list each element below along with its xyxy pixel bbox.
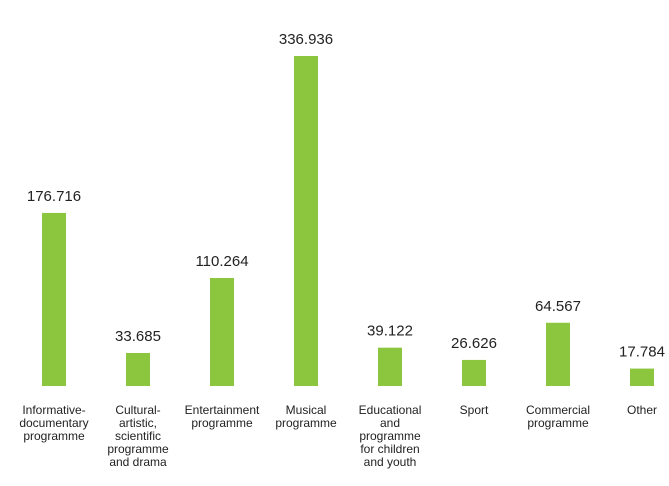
value-label: 110.264 [195,253,248,270]
bar [546,322,570,386]
bar [294,56,318,386]
bar [210,278,234,386]
value-label: 17.784 [619,344,665,361]
category-label: Musical programme [275,403,337,430]
bar [378,347,402,386]
value-label: 336.936 [279,31,333,48]
value-label: 176.716 [27,188,81,205]
bar [126,353,150,386]
category-label: Other [626,403,657,417]
category-label: Sport [459,403,489,417]
bar [462,359,486,386]
value-label: 26.626 [451,335,497,352]
bar [630,368,654,386]
category-label: Entertainment programme [184,403,260,430]
category-label: Cultural- artistic, scientific programme… [107,403,169,469]
category-label: Educational and programme for children a… [358,403,422,469]
category-label: Informative- documentary programme [19,403,89,443]
category-label: Commercial programme [525,403,590,430]
value-label: 64.567 [535,298,581,315]
value-label: 39.122 [367,323,413,340]
bar [42,212,66,386]
value-label: 33.685 [115,328,161,345]
